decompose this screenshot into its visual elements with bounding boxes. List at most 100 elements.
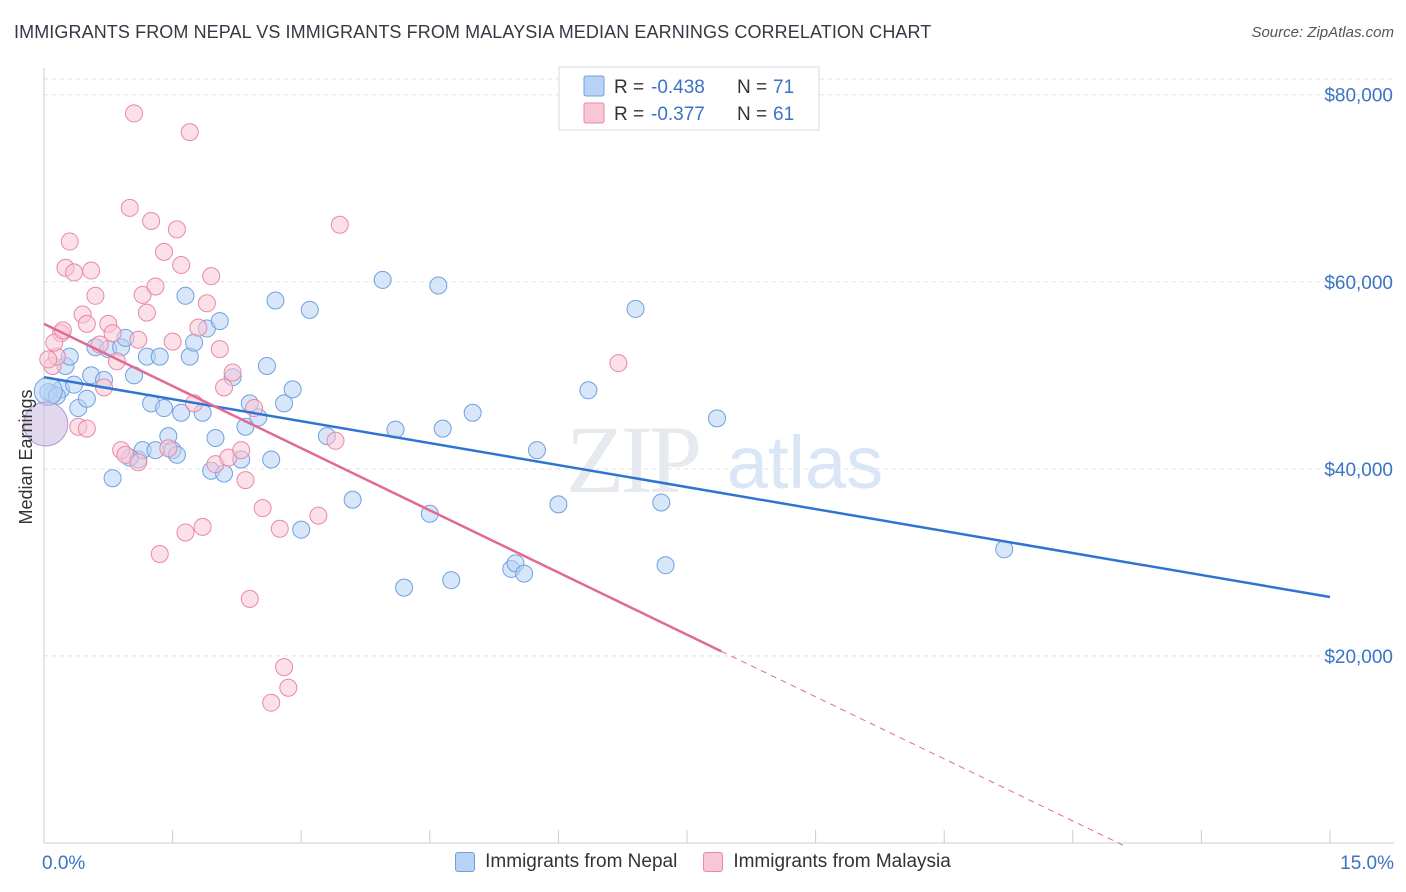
stats-swatch-malaysia bbox=[583, 102, 605, 124]
nepal-point-32 bbox=[206, 428, 225, 447]
legend-label-malaysia: Immigrants from Malaysia bbox=[733, 851, 951, 872]
malaysia-point-50 bbox=[275, 658, 294, 677]
nepal-point-20 bbox=[150, 347, 169, 366]
nepal-point-43 bbox=[275, 394, 294, 413]
x-tick-label-min: 0.0% bbox=[42, 853, 85, 874]
malaysia-point-52 bbox=[309, 506, 328, 525]
nepal-point-45 bbox=[292, 520, 311, 539]
malaysia-point-23 bbox=[142, 211, 161, 230]
nepal-point-59 bbox=[515, 564, 534, 583]
malaysia-point-40 bbox=[215, 378, 234, 397]
legend-swatch-malaysia bbox=[703, 852, 724, 872]
malaysia-point-35 bbox=[193, 517, 212, 536]
y-tick-label-3: $80,000 bbox=[1324, 86, 1393, 107]
malaysia-point-31 bbox=[176, 523, 195, 542]
nepal-point-25 bbox=[172, 403, 191, 422]
trend-line-nepal bbox=[43, 375, 1331, 599]
y-axis-label: Median Earnings bbox=[16, 389, 36, 524]
nepal-point-48 bbox=[343, 490, 362, 509]
nepal-point-33 bbox=[210, 312, 229, 331]
malaysia-point-4 bbox=[60, 232, 79, 251]
nepal-point-66 bbox=[708, 409, 727, 428]
malaysia-point-30 bbox=[172, 255, 191, 274]
malaysia-point-49 bbox=[270, 519, 289, 538]
malaysia-point-22 bbox=[137, 303, 156, 322]
malaysia-point-14 bbox=[103, 324, 122, 343]
malaysia-point-45 bbox=[240, 589, 259, 608]
malaysia-point-10 bbox=[86, 286, 105, 305]
malaysia-point-8 bbox=[77, 314, 96, 333]
nepal-point-41 bbox=[262, 450, 281, 469]
malaysia-point-26 bbox=[155, 242, 174, 261]
series-malaysia-points bbox=[23, 104, 628, 712]
stats-r-value-nepal: -0.438 bbox=[651, 77, 705, 98]
nepal-point-42 bbox=[266, 291, 285, 310]
stats-r-value-malaysia: -0.377 bbox=[651, 104, 705, 125]
nepal-point-44 bbox=[283, 380, 302, 399]
watermark-zip: ZIP bbox=[566, 406, 699, 513]
malaysia-point-20 bbox=[129, 330, 148, 349]
nepal-point-46 bbox=[300, 300, 319, 319]
nepal-point-26 bbox=[176, 286, 195, 305]
malaysia-point-59 bbox=[77, 419, 96, 438]
malaysia-point-19 bbox=[125, 104, 144, 123]
trend-lines bbox=[43, 322, 1331, 847]
legend-item-malaysia: Immigrants from Malaysia bbox=[703, 851, 951, 873]
stats-r-label-nepal: R = bbox=[614, 77, 644, 98]
nepal-point-49 bbox=[373, 270, 392, 289]
stats-swatch-nepal bbox=[583, 75, 605, 97]
malaysia-point-39 bbox=[210, 340, 229, 359]
malaysia-point-48 bbox=[262, 693, 281, 712]
nepal-point-6 bbox=[77, 389, 96, 408]
nepal-point-64 bbox=[652, 493, 671, 512]
malaysia-point-37 bbox=[202, 267, 221, 286]
malaysia-point-18 bbox=[120, 198, 139, 217]
nepal-point-65 bbox=[656, 556, 675, 575]
nepal-cluster-point bbox=[33, 376, 63, 406]
nepal-point-54 bbox=[433, 419, 452, 438]
legend-item-nepal: Immigrants from Nepal bbox=[455, 851, 677, 873]
nepal-point-21 bbox=[155, 399, 174, 418]
malaysia-point-27 bbox=[159, 439, 178, 458]
axes bbox=[43, 68, 1394, 844]
malaysia-point-47 bbox=[253, 499, 272, 518]
nepal-point-56 bbox=[463, 403, 482, 422]
malaysia-point-42 bbox=[223, 363, 242, 382]
stats-n-value-malaysia: 61 bbox=[773, 104, 794, 125]
x-tick-label-max: 15.0% bbox=[1340, 853, 1394, 874]
trend-line-malaysia-extension bbox=[721, 650, 1125, 847]
watermark: ZIP atlas bbox=[566, 406, 883, 513]
malaysia-point-29 bbox=[167, 220, 186, 239]
malaysia-point-25 bbox=[150, 544, 169, 563]
y-tick-label-1: $40,000 bbox=[1324, 460, 1393, 481]
gridlines bbox=[44, 78, 1394, 657]
malaysia-point-60 bbox=[129, 453, 148, 472]
malaysia-point-54 bbox=[330, 215, 349, 234]
trend-line-malaysia bbox=[43, 322, 722, 653]
malaysia-point-21 bbox=[133, 285, 152, 304]
nepal-point-11 bbox=[103, 469, 122, 488]
nepal-point-40 bbox=[257, 356, 276, 375]
y-tick-labels: $20,000 $40,000 $60,000 $80,000 bbox=[1324, 86, 1393, 668]
malaysia-point-57 bbox=[45, 333, 64, 352]
source-credit: Source: ZipAtlas.com bbox=[1251, 24, 1394, 41]
stats-r-label-malaysia: R = bbox=[614, 104, 644, 125]
malaysia-point-44 bbox=[236, 471, 255, 490]
nepal-point-4 bbox=[65, 375, 84, 394]
stats-n-label-malaysia: N = bbox=[737, 104, 767, 125]
nepal-point-28 bbox=[185, 333, 204, 352]
malaysia-cluster-point bbox=[23, 401, 69, 447]
legend-swatch-nepal bbox=[455, 852, 476, 872]
nepal-point-55 bbox=[442, 571, 461, 590]
nepal-point-53 bbox=[429, 276, 448, 295]
stats-legend: R = -0.438 N = 71 R = -0.377 N = 61 bbox=[558, 66, 820, 131]
malaysia-point-53 bbox=[326, 431, 345, 450]
watermark-atlas: atlas bbox=[727, 421, 883, 504]
malaysia-point-24 bbox=[146, 277, 165, 296]
nepal-point-63 bbox=[626, 299, 645, 318]
legend-label-nepal: Immigrants from Nepal bbox=[485, 851, 678, 872]
malaysia-point-36 bbox=[197, 294, 216, 313]
malaysia-point-55 bbox=[609, 354, 628, 373]
nepal-point-62 bbox=[579, 381, 598, 400]
bottom-legend: Immigrants from Nepal Immigrants from Ma… bbox=[0, 851, 1406, 873]
